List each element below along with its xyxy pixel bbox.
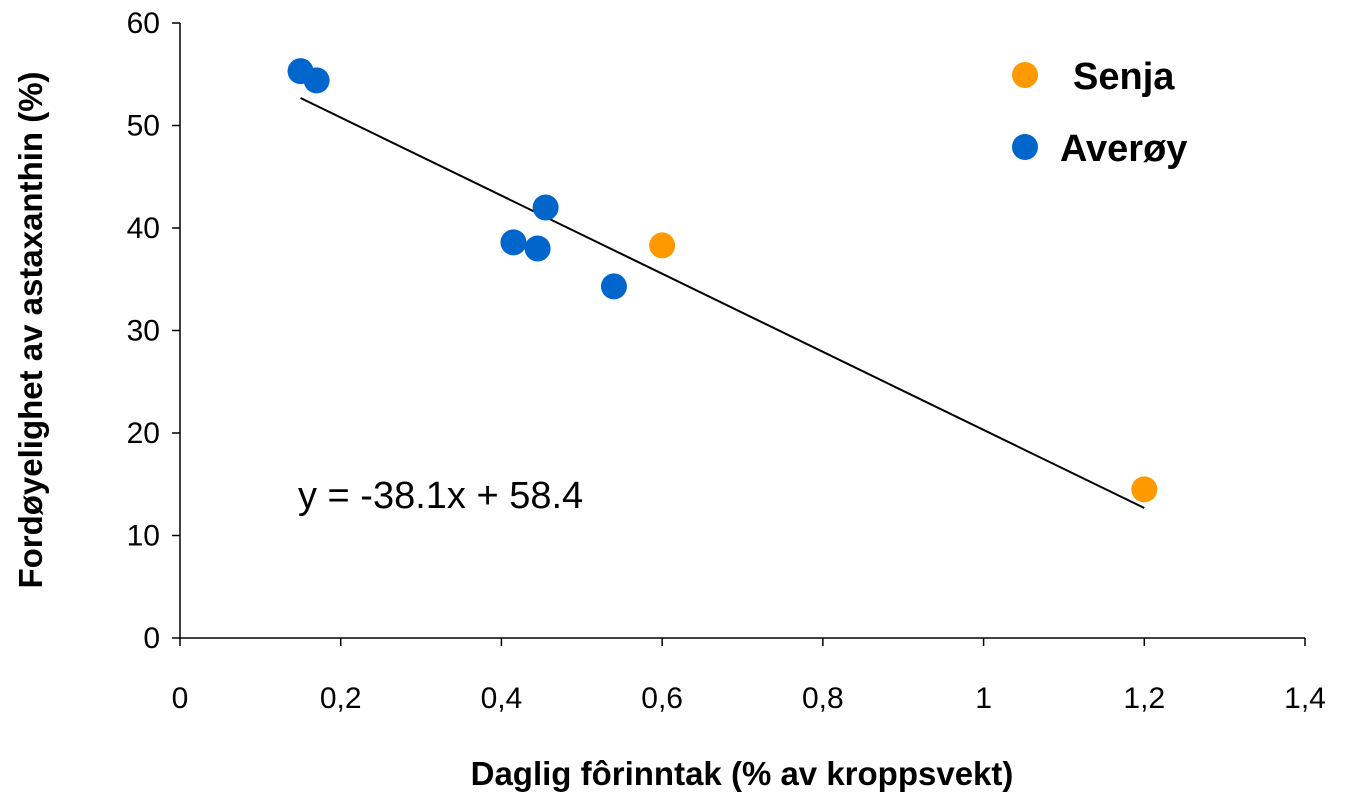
y-axis-title: Fordøyelighet av astaxanthin (%) [12, 71, 49, 588]
y-tick-label: 60 [127, 7, 160, 40]
data-point [524, 235, 551, 262]
legend: Senja Averøy [1012, 56, 1187, 170]
axes [179, 23, 1305, 639]
y-axis-ticks: 0 10 20 30 40 50 60 [127, 7, 180, 655]
data-point [1131, 476, 1158, 503]
x-tick-label: 1 [975, 682, 992, 715]
y-tick-label: 40 [127, 212, 160, 245]
data-point [303, 67, 330, 94]
data-point [600, 273, 627, 300]
y-tick-label: 20 [127, 417, 160, 450]
x-tick-label: 0 [172, 682, 189, 715]
y-tick-label: 0 [143, 622, 160, 655]
x-axis-ticks: 0 0,2 0,4 0,6 0,8 1 1,2 1,4 [172, 638, 1326, 715]
x-tick-label: 1,2 [1123, 682, 1165, 715]
legend-label: Averøy [1060, 128, 1187, 170]
y-tick-label: 10 [127, 520, 160, 553]
trend-equation-label: y = -38.1x + 58.4 [298, 475, 583, 517]
x-axis-title: Daglig fôrinntak (% av kroppsvekt) [471, 755, 1014, 792]
x-tick-label: 0,6 [641, 682, 683, 715]
legend-marker [1012, 62, 1038, 88]
legend-marker [1012, 134, 1038, 160]
x-tick-label: 0,8 [802, 682, 844, 715]
data-point [649, 232, 676, 259]
x-tick-label: 0,4 [481, 682, 523, 715]
data-point [532, 194, 559, 221]
data-points [287, 58, 1158, 503]
legend-label: Senja [1073, 56, 1175, 98]
data-point [500, 229, 527, 256]
y-tick-label: 30 [127, 315, 160, 348]
y-tick-label: 50 [127, 110, 160, 143]
trend-line [300, 97, 1145, 509]
x-tick-label: 0,2 [320, 682, 362, 715]
x-tick-label: 1,4 [1284, 682, 1326, 715]
